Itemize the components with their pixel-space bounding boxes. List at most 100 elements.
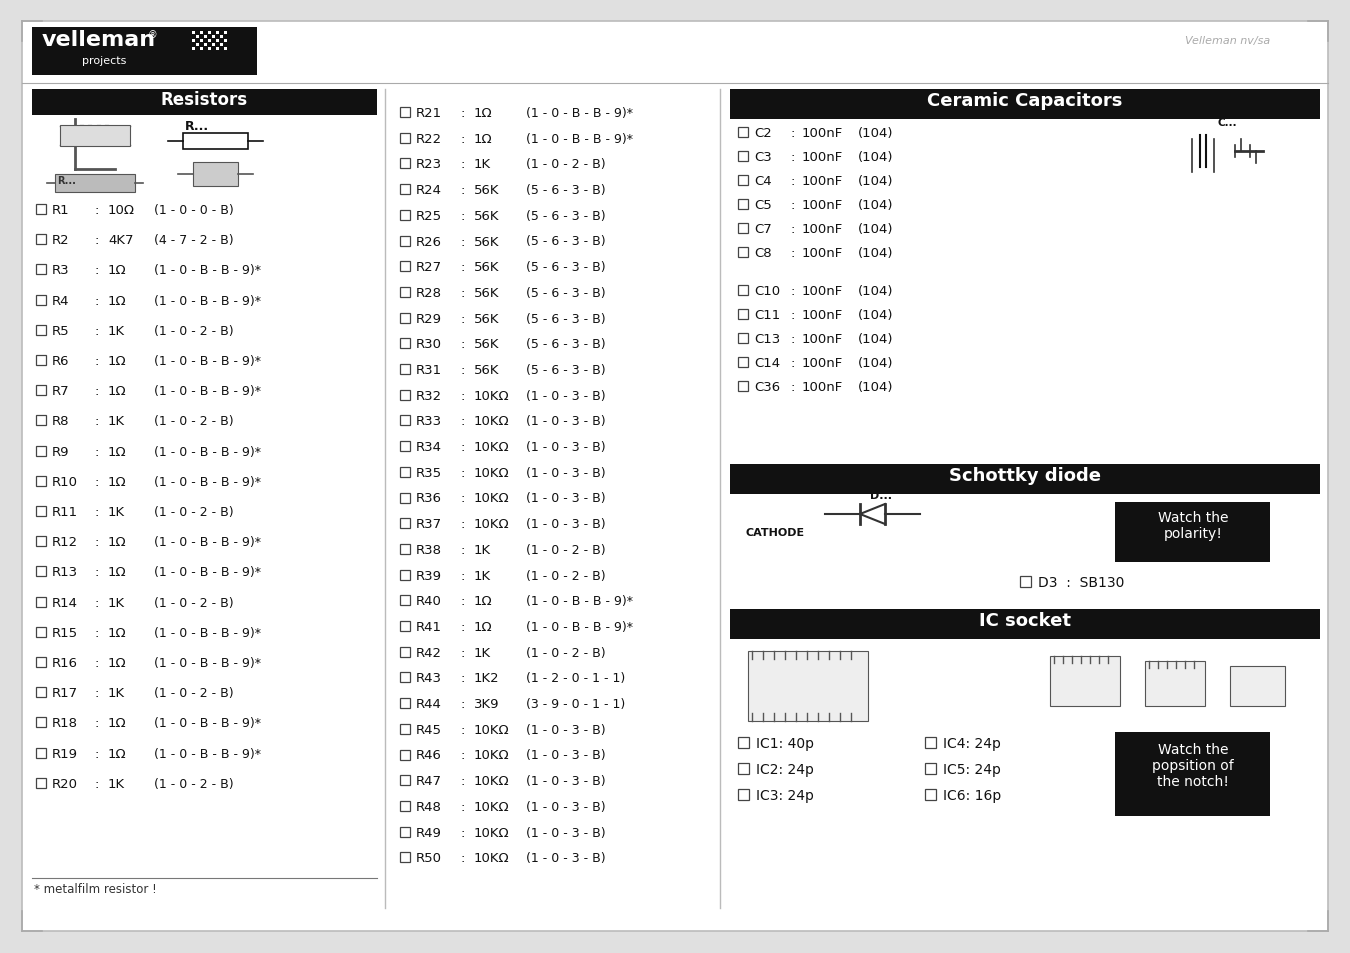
Bar bbox=[730, 90, 1320, 120]
Text: :: : bbox=[95, 717, 99, 730]
Bar bbox=[748, 651, 868, 721]
Text: :: : bbox=[95, 536, 99, 549]
Text: 1Ω: 1Ω bbox=[108, 566, 127, 578]
Text: (1 - 0 - B - B - 9)*: (1 - 0 - B - B - 9)* bbox=[526, 595, 633, 608]
Text: :: : bbox=[790, 333, 794, 346]
Text: :: : bbox=[95, 415, 99, 428]
Text: 10KΩ: 10KΩ bbox=[474, 440, 510, 454]
Bar bbox=[55, 174, 135, 193]
Text: R16: R16 bbox=[53, 657, 78, 669]
Text: R4: R4 bbox=[53, 294, 69, 307]
Circle shape bbox=[42, 180, 50, 188]
Bar bbox=[208, 32, 211, 35]
Text: (1 - 0 - 2 - B): (1 - 0 - 2 - B) bbox=[154, 686, 234, 700]
Text: R30: R30 bbox=[416, 338, 441, 351]
Text: R50: R50 bbox=[416, 851, 441, 864]
Text: R25: R25 bbox=[416, 210, 441, 223]
Bar bbox=[1115, 502, 1270, 562]
Text: (1 - 0 - B - B - 9)*: (1 - 0 - B - B - 9)* bbox=[154, 747, 261, 760]
Text: 1Ω: 1Ω bbox=[108, 476, 127, 488]
Text: R9: R9 bbox=[53, 445, 69, 458]
Text: C36: C36 bbox=[755, 380, 780, 394]
Text: :: : bbox=[460, 595, 464, 608]
Text: R44: R44 bbox=[416, 698, 441, 710]
Text: :: : bbox=[460, 466, 464, 479]
Text: :: : bbox=[460, 364, 464, 376]
Text: 56K: 56K bbox=[474, 287, 500, 299]
Bar bbox=[400, 827, 410, 837]
Bar bbox=[400, 621, 410, 631]
Text: IC1: 40p: IC1: 40p bbox=[756, 737, 814, 750]
Text: R2: R2 bbox=[53, 233, 70, 247]
Bar bbox=[400, 518, 410, 529]
Text: :: : bbox=[460, 261, 464, 274]
Text: 1K: 1K bbox=[474, 158, 491, 172]
Text: R34: R34 bbox=[416, 440, 441, 454]
Text: R31: R31 bbox=[416, 364, 441, 376]
Text: :: : bbox=[460, 698, 464, 710]
Text: R35: R35 bbox=[416, 466, 441, 479]
Text: 10KΩ: 10KΩ bbox=[474, 723, 510, 736]
Text: 1Ω: 1Ω bbox=[108, 294, 127, 307]
Text: :: : bbox=[460, 801, 464, 813]
Text: (1 - 2 - 0 - 1 - 1): (1 - 2 - 0 - 1 - 1) bbox=[526, 672, 625, 684]
Text: :: : bbox=[460, 543, 464, 557]
Bar bbox=[192, 40, 194, 43]
Text: :: : bbox=[460, 338, 464, 351]
Bar bbox=[200, 32, 202, 35]
Text: R32: R32 bbox=[416, 389, 441, 402]
Text: :: : bbox=[460, 415, 464, 428]
Text: Schottky diode: Schottky diode bbox=[949, 467, 1102, 484]
Bar bbox=[36, 355, 46, 366]
Bar bbox=[400, 236, 410, 246]
Text: D...: D... bbox=[869, 491, 892, 500]
Bar bbox=[36, 446, 46, 456]
Text: R36: R36 bbox=[416, 492, 441, 505]
Text: :: : bbox=[790, 199, 794, 212]
Text: C4: C4 bbox=[755, 174, 772, 188]
Bar bbox=[208, 40, 211, 43]
Text: 1Ω: 1Ω bbox=[474, 595, 493, 608]
Text: C3: C3 bbox=[755, 151, 772, 164]
Text: :: : bbox=[460, 517, 464, 531]
Text: (1 - 0 - 2 - B): (1 - 0 - 2 - B) bbox=[154, 505, 234, 518]
Bar bbox=[200, 40, 202, 43]
Bar bbox=[400, 852, 410, 862]
Text: :: : bbox=[95, 264, 99, 277]
Bar bbox=[738, 310, 748, 319]
Bar bbox=[212, 36, 215, 39]
Bar bbox=[400, 391, 410, 400]
Bar bbox=[36, 687, 46, 698]
Text: :: : bbox=[460, 775, 464, 787]
Bar bbox=[216, 40, 219, 43]
Text: :: : bbox=[790, 356, 794, 370]
Text: (1 - 0 - 3 - B): (1 - 0 - 3 - B) bbox=[526, 801, 606, 813]
Bar bbox=[224, 32, 227, 35]
Text: :: : bbox=[460, 723, 464, 736]
Text: IC5: 24p: IC5: 24p bbox=[944, 762, 1000, 776]
Text: C10: C10 bbox=[755, 285, 780, 297]
Text: (104): (104) bbox=[859, 380, 894, 394]
Bar bbox=[400, 699, 410, 708]
Text: :: : bbox=[460, 620, 464, 634]
Text: R20: R20 bbox=[53, 777, 78, 790]
Text: R43: R43 bbox=[416, 672, 441, 684]
Text: :: : bbox=[460, 210, 464, 223]
Text: :: : bbox=[95, 505, 99, 518]
Bar bbox=[400, 365, 410, 375]
Text: (1 - 0 - 2 - B): (1 - 0 - 2 - B) bbox=[154, 777, 234, 790]
Bar bbox=[738, 789, 749, 801]
Bar bbox=[400, 570, 410, 580]
Text: projects: projects bbox=[82, 56, 127, 66]
Text: 100nF: 100nF bbox=[802, 285, 844, 297]
Bar bbox=[400, 416, 410, 426]
Text: (1 - 0 - B - B - 9)*: (1 - 0 - B - B - 9)* bbox=[526, 620, 633, 634]
Text: (5 - 6 - 3 - B): (5 - 6 - 3 - B) bbox=[526, 210, 606, 223]
Text: 1Ω: 1Ω bbox=[108, 445, 127, 458]
Bar bbox=[36, 295, 46, 305]
Bar bbox=[738, 286, 748, 295]
Text: 1Ω: 1Ω bbox=[108, 355, 127, 368]
Text: :: : bbox=[790, 285, 794, 297]
Text: (1 - 0 - B - B - 9)*: (1 - 0 - B - B - 9)* bbox=[526, 107, 633, 120]
Bar bbox=[1115, 732, 1270, 816]
